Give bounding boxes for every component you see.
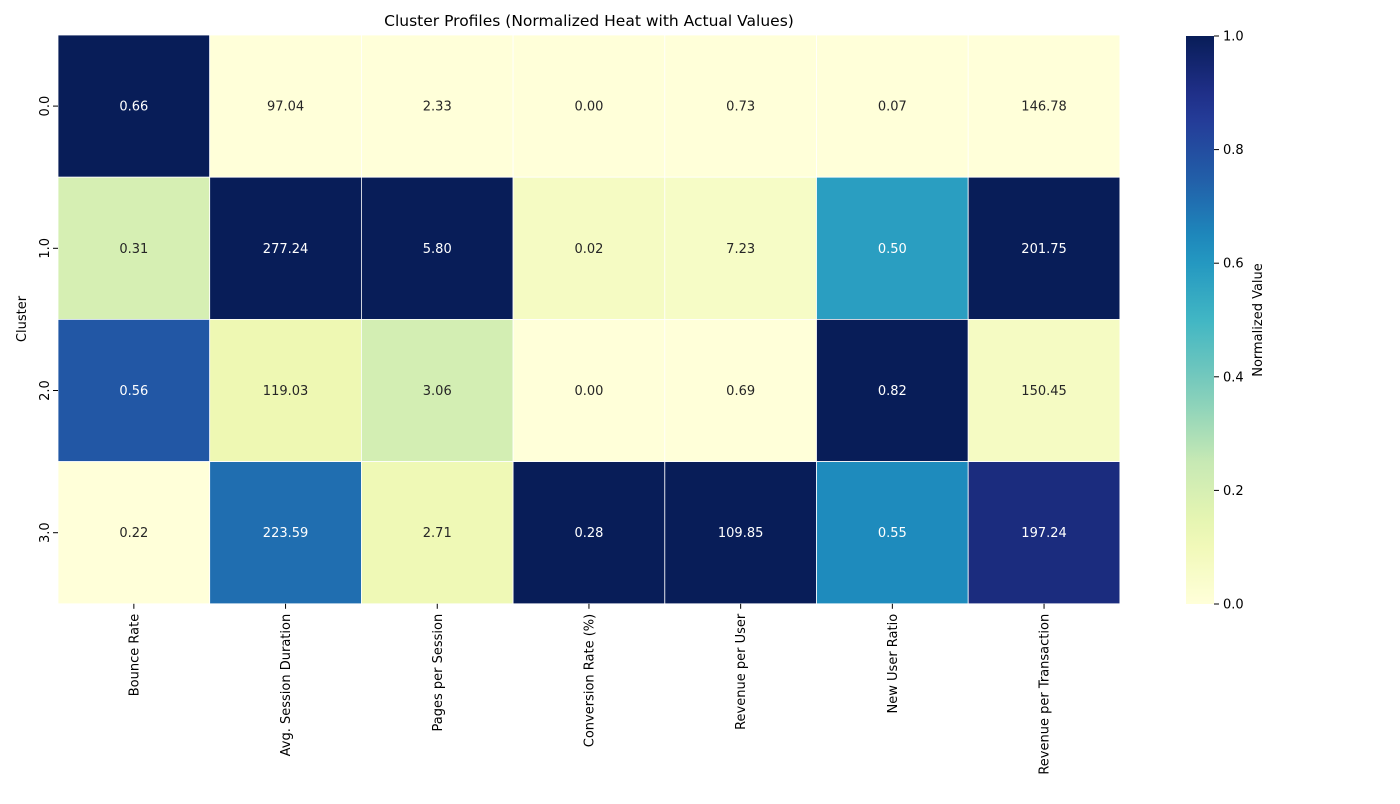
colorbar-tick-label: 0.4 [1223,370,1244,385]
heatmap-cell [57,318,211,462]
x-tick-label: Revenue per User [734,613,749,730]
heatmap-cell [360,34,514,178]
cell-value-label: 119.03 [263,384,309,399]
cell-value-label: 0.69 [726,384,755,399]
cell-value-label: 0.28 [574,526,603,541]
colorbar-tick-label: 0.6 [1223,257,1244,272]
cell-value-label: 146.78 [1021,100,1067,115]
heatmap-cell [57,34,211,178]
cell-value-label: 0.07 [878,100,907,115]
heatmap-cell [209,461,362,605]
cell-value-label: 3.06 [423,384,452,399]
cell-value-label: 7.23 [726,242,755,257]
heatmap-cell [664,461,817,605]
cell-value-label: 277.24 [263,242,309,257]
cell-value-label: 0.50 [878,242,907,257]
cell-value-label: 0.73 [726,100,755,115]
cell-value-label: 2.33 [423,100,452,115]
heatmap-cell [360,176,514,320]
cell-value-labels: 0.66 97.04 2.33 0.00 0.73 0.07 146.78 0.31 277.2… [119,100,1066,542]
heatmap-cell [512,34,666,178]
chart-title: Cluster Profiles (Normalized Heat with A… [384,12,794,30]
cell-value-label: 5.80 [423,242,452,257]
heatmap-cell [816,176,969,320]
heatmap-cell [816,34,969,178]
x-tick-label: Revenue per Transaction [1038,614,1053,775]
heatmap-cell [664,176,817,320]
heatmap-cell [664,318,817,462]
x-tick-label: Avg. Session Duration [279,614,294,757]
y-tick-label: 2.0 [38,380,53,401]
cell-value-label: 0.00 [574,384,603,399]
cell-value-label: 0.56 [119,384,148,399]
x-axis-ticks: Bounce Rate Avg. Session Duration Pages pe… [127,603,1053,775]
colorbar-label: Normalized Value [1251,263,1266,377]
colorbar-tick-label: 0.2 [1223,484,1244,499]
cell-value-label: 201.75 [1021,242,1067,257]
heatmap-cell [967,176,1121,320]
x-tick-label: Conversion Rate (%) [582,614,597,747]
cell-value-label: 0.55 [878,526,907,541]
cell-value-label: 197.24 [1021,526,1067,541]
heatmap-cell [512,318,666,462]
heatmap-cell [664,34,817,178]
x-tick-label: New User Ratio [886,614,901,714]
colorbar-tick-label: 0.8 [1223,143,1244,158]
cell-value-label: 0.66 [119,100,148,115]
heatmap-cell [967,318,1121,462]
heatmap-cell [967,461,1121,605]
heatmap-cell [57,176,211,320]
heatmap-cell [209,34,362,178]
cell-value-label: 109.85 [718,526,764,541]
cell-value-label: 150.45 [1021,384,1067,399]
y-tick-label: 3.0 [38,522,53,543]
heatmap-cell [57,461,211,605]
cell-value-label: 0.82 [878,384,907,399]
heatmap-cell [816,461,969,605]
cell-value-label: 97.04 [267,100,304,115]
colorbar-tick-label: 0.0 [1223,598,1244,613]
colorbar-tick-label: 1.0 [1223,30,1244,45]
cell-value-label: 0.00 [574,100,603,115]
colorbar [1186,36,1214,604]
cell-value-label: 223.59 [263,526,309,541]
y-tick-label: 0.0 [38,96,53,117]
heatmap-cell [967,34,1121,178]
heatmap-cell [512,461,666,605]
y-tick-label: 1.0 [38,238,53,259]
cell-value-label: 0.22 [119,526,148,541]
cell-value-label: 2.71 [423,526,452,541]
y-axis-label: Cluster [15,295,30,342]
x-tick-label: Pages per Session [431,614,446,732]
x-tick-label: Bounce Rate [127,614,142,696]
colorbar-ticks: 0.0 0.2 0.4 0.6 0.8 1.0 [1214,30,1244,613]
cell-value-label: 0.02 [574,242,603,257]
heatmap-cell [360,318,514,462]
heatmap-cell [209,318,362,462]
y-axis-ticks: 0.0 1.0 2.0 3.0 [38,96,58,543]
heatmap-cell [816,318,969,462]
heatmap-cells [57,34,1121,605]
cell-value-label: 0.31 [119,242,148,257]
